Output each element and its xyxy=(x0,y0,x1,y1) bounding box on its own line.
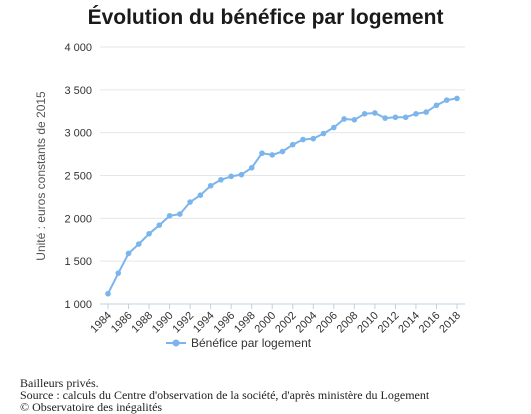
x-tick-label: 2000 xyxy=(253,310,279,336)
data-point[interactable] xyxy=(402,114,409,121)
data-point[interactable] xyxy=(289,141,296,148)
chart-title: Évolution du bénéfice par logement xyxy=(87,6,444,29)
x-tick-label: 2012 xyxy=(376,310,402,336)
data-point[interactable] xyxy=(361,111,368,117)
x-tick-label: 1986 xyxy=(109,310,135,336)
data-point[interactable] xyxy=(197,192,204,199)
x-tick-label: 2004 xyxy=(294,310,320,336)
y-tick-label: 1 500 xyxy=(64,256,92,268)
data-point[interactable] xyxy=(372,110,378,116)
x-tick-label: 2008 xyxy=(335,310,361,336)
y-tick-label: 3 000 xyxy=(64,128,92,140)
y-tick-label: 1 000 xyxy=(64,299,92,311)
data-point[interactable] xyxy=(300,136,306,143)
footer: Bailleurs privés. Source : calculs du Ce… xyxy=(20,377,429,413)
data-point[interactable] xyxy=(135,241,142,247)
footer-note: Bailleurs privés. xyxy=(20,376,99,390)
legend[interactable]: Bénéfice par logement xyxy=(166,336,312,350)
data-point[interactable] xyxy=(320,130,327,137)
data-point[interactable] xyxy=(392,114,399,121)
data-point[interactable] xyxy=(454,95,460,102)
footer-copyright: © Observatoire des inégalités xyxy=(20,400,163,414)
x-tick-label: 2002 xyxy=(273,310,299,336)
y-tick-label: 2 000 xyxy=(64,213,92,225)
data-point[interactable] xyxy=(166,212,173,219)
series-line xyxy=(107,97,458,295)
data-point[interactable] xyxy=(413,111,419,117)
data-point[interactable] xyxy=(238,171,245,178)
y-axis-label: Unité : euros constants de 2015 xyxy=(34,91,48,261)
data-point[interactable] xyxy=(218,176,224,183)
x-tick-label: 1992 xyxy=(170,310,196,336)
data-point[interactable] xyxy=(115,270,122,276)
y-tick-label: 4 000 xyxy=(64,42,92,54)
footer-source: Source : calculs du Centre d'observation… xyxy=(20,388,430,402)
data-point[interactable] xyxy=(228,173,234,180)
data-point[interactable] xyxy=(146,230,152,237)
line-chart: 1 000 1 500 2 000 2 500 3 000 3 500 4 000 1984… xyxy=(34,42,465,350)
x-axis-ticks: 1984198619881990199219941996199820002002… xyxy=(88,304,463,335)
x-tick-label: 1988 xyxy=(129,310,155,336)
series-layer xyxy=(105,95,460,297)
data-point[interactable] xyxy=(433,102,440,109)
data-point[interactable] xyxy=(248,164,255,171)
data-point[interactable] xyxy=(341,116,347,122)
grid-lines xyxy=(100,46,465,305)
data-point[interactable] xyxy=(207,182,214,189)
data-point[interactable] xyxy=(187,199,193,205)
y-tick-label: 3 500 xyxy=(64,85,92,97)
x-tick-label: 1994 xyxy=(191,310,217,336)
data-point[interactable] xyxy=(156,222,163,228)
data-point[interactable] xyxy=(443,97,450,103)
x-tick-label: 1998 xyxy=(232,310,258,336)
data-point[interactable] xyxy=(125,250,132,257)
x-tick-label: 2006 xyxy=(314,310,340,336)
data-point[interactable] xyxy=(269,152,276,158)
x-tick-label: 2018 xyxy=(437,310,463,336)
data-point[interactable] xyxy=(177,211,183,217)
x-tick-label: 2014 xyxy=(396,310,422,336)
y-tick-label: 2 500 xyxy=(64,171,92,183)
data-point[interactable] xyxy=(423,109,430,115)
x-tick-label: 2010 xyxy=(355,310,381,336)
x-tick-label: 1996 xyxy=(211,310,237,336)
data-point[interactable] xyxy=(351,117,358,123)
data-point[interactable] xyxy=(382,115,388,121)
x-tick-label: 1984 xyxy=(88,310,114,336)
legend-marker-icon xyxy=(172,339,180,347)
x-tick-label: 1990 xyxy=(150,310,176,336)
data-point[interactable] xyxy=(279,148,286,155)
data-point[interactable] xyxy=(105,290,111,297)
data-point[interactable] xyxy=(310,135,317,142)
y-axis-ticks: 1 000 1 500 2 000 2 500 3 000 3 500 4 000 xyxy=(64,42,92,311)
x-tick-label: 2016 xyxy=(417,310,443,336)
data-point[interactable] xyxy=(331,124,337,131)
data-point[interactable] xyxy=(259,150,265,157)
legend-label: Bénéfice par logement xyxy=(191,336,312,350)
